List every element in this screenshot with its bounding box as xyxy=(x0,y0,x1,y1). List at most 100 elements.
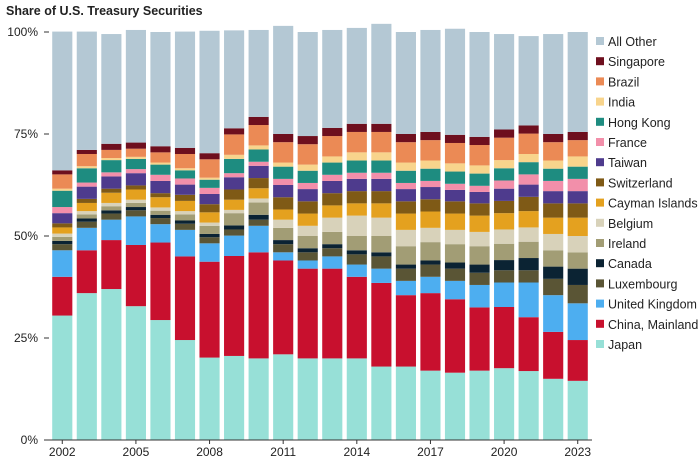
bar-segment xyxy=(469,165,490,174)
bar-segment xyxy=(494,270,515,283)
legend-item: Japan xyxy=(596,338,642,352)
bar-segment xyxy=(322,29,343,128)
bar-segment xyxy=(150,180,171,194)
bar-segment xyxy=(420,264,441,277)
bar-segment xyxy=(346,191,367,204)
bar-segment xyxy=(494,137,515,161)
bar-segment xyxy=(322,127,343,137)
bar-segment xyxy=(567,217,588,236)
bar-segment xyxy=(199,179,220,188)
legend-label: China, Mainland xyxy=(608,318,698,332)
bar-segment xyxy=(273,25,294,135)
bar-segment xyxy=(224,225,245,230)
bar-segment xyxy=(101,176,122,189)
bar-segment xyxy=(52,276,73,316)
legend-label: India xyxy=(608,96,635,110)
bar-segment xyxy=(346,276,367,359)
bar-segment xyxy=(297,32,318,137)
bar-segment xyxy=(174,194,196,201)
bar-segment xyxy=(150,32,171,147)
bar-segment xyxy=(174,178,196,185)
bar-segment xyxy=(248,198,269,203)
legend-item: Cayman Islands xyxy=(596,197,698,211)
bar-segment xyxy=(518,153,539,163)
bar-segment xyxy=(150,197,171,208)
bar-segment xyxy=(420,140,441,161)
bar-segment xyxy=(346,160,367,173)
bar-segment xyxy=(567,203,588,218)
bar-segment xyxy=(273,260,294,355)
bar-segment xyxy=(199,357,220,440)
bar-segment xyxy=(444,28,466,135)
bar-segment xyxy=(518,162,539,175)
bar-segment xyxy=(248,116,269,126)
x-axis: 2002 2005 2008 2011 2014 2017 2020 2023 xyxy=(49,439,592,458)
bar-segment xyxy=(543,233,564,251)
bar-segment xyxy=(494,282,515,307)
legend-label: Belgium xyxy=(608,217,653,231)
bar-segment xyxy=(567,340,588,381)
bar-segment xyxy=(518,371,539,440)
bar-segment xyxy=(125,173,146,186)
bar-segment xyxy=(101,34,122,144)
bar-segment xyxy=(371,172,392,179)
bar-segment xyxy=(322,205,343,218)
bar-segment xyxy=(444,280,466,300)
bar-segment xyxy=(199,243,220,262)
bar-segment xyxy=(248,145,269,150)
bar-segment xyxy=(567,284,588,304)
bar-segment xyxy=(469,246,490,265)
bar-segment xyxy=(346,250,367,255)
bar-segment xyxy=(494,200,515,214)
bar-segment xyxy=(494,188,515,201)
legend-swatch xyxy=(596,97,604,106)
bar-segment xyxy=(125,29,146,143)
bar-segment xyxy=(199,177,220,180)
legend-item: United Kingdom xyxy=(596,298,697,312)
bar-segment xyxy=(174,147,196,154)
bar-segment xyxy=(444,171,466,184)
legend-swatch xyxy=(596,239,604,247)
bar-segment xyxy=(273,209,294,220)
bar-segment xyxy=(273,185,294,198)
bar-segment xyxy=(199,159,220,178)
bar-segment xyxy=(52,233,73,237)
bar-segment xyxy=(297,358,318,440)
legend-label: Canada xyxy=(608,257,652,271)
bar-segment xyxy=(444,183,466,190)
bar-segment xyxy=(199,237,220,244)
y-tick-label: 100% xyxy=(7,25,38,39)
y-tick-label: 75% xyxy=(14,127,38,141)
bar-segment xyxy=(297,225,318,236)
bar-segment xyxy=(494,180,515,189)
legend-item: All Other xyxy=(596,35,657,49)
bar-segment xyxy=(346,254,367,265)
bar-segment xyxy=(567,252,588,269)
bar-segment xyxy=(543,250,564,267)
bar-segment xyxy=(273,142,294,163)
bar-segment xyxy=(420,199,441,212)
bar-segment xyxy=(395,268,416,281)
bar-segment xyxy=(199,225,220,234)
bar-segment xyxy=(543,266,564,279)
bar-segment xyxy=(420,168,441,181)
bar-segment xyxy=(174,168,196,171)
bar-segment xyxy=(395,229,416,247)
bar-segment xyxy=(518,282,539,318)
bar-segment xyxy=(494,129,515,138)
x-tick-label: 2002 xyxy=(49,445,76,458)
bar-segment xyxy=(273,197,294,210)
legend-swatch xyxy=(596,198,604,207)
bar-segment xyxy=(101,158,122,161)
bar-segment xyxy=(101,289,122,440)
bar-segment xyxy=(494,168,515,181)
bar-segment xyxy=(371,191,392,204)
bar-segment xyxy=(248,149,269,162)
bar-segment xyxy=(346,131,367,153)
bar-segment xyxy=(101,188,122,193)
bar-segment xyxy=(174,184,196,195)
bar-segment xyxy=(322,136,343,157)
bar-segment xyxy=(567,380,588,440)
bar-segment xyxy=(273,166,294,179)
bar-segment xyxy=(444,213,466,230)
